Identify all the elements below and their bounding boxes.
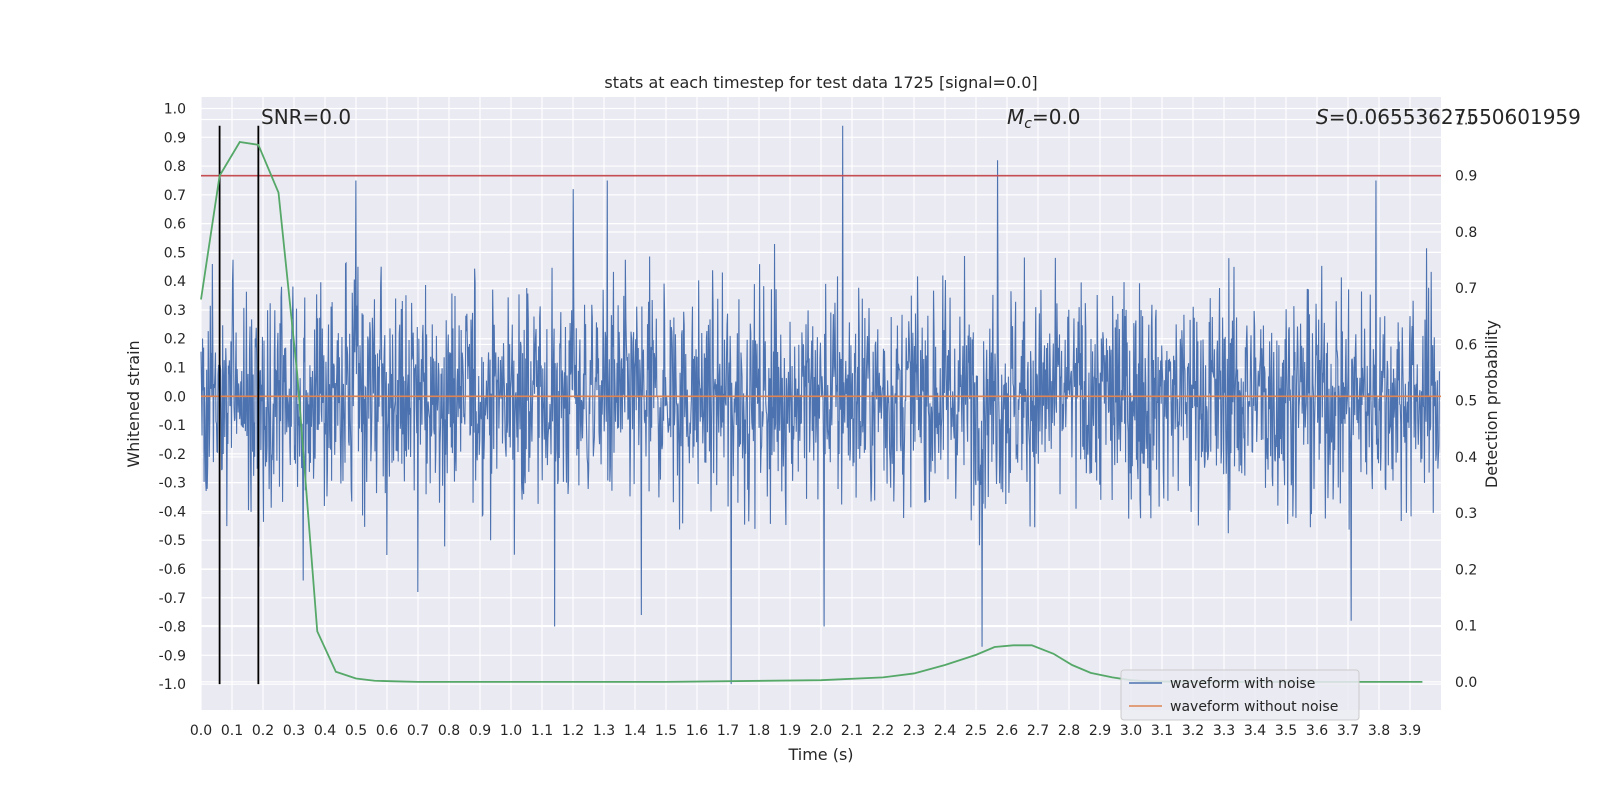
y2-tick-label-0: 0.0 [1455,675,1477,691]
y2-tick-label-3: 0.3 [1455,506,1477,522]
x-tick-label-9: 0.9 [469,723,491,739]
x-tick-label-5: 0.5 [345,723,367,739]
x-tick-label-29: 2.9 [1089,723,1111,739]
y-tick-label-15: -0.5 [159,533,186,549]
probability-series [200,141,1423,683]
y2-tick-label-10: 1.0 [1455,112,1477,128]
y-tick-label-9: 0.1 [164,361,186,377]
x-tick-label-4: 0.4 [314,723,336,739]
overlay-lines [201,125,1441,685]
x-tick-label-14: 1.4 [624,723,646,739]
y-tick-label-0: 1.0 [164,102,186,118]
legend-box [1120,669,1360,721]
x-tick-label-18: 1.8 [748,723,770,739]
chart-title: stats at each timestep for test data 172… [604,73,1037,92]
x-tick-label-6: 0.6 [376,723,398,739]
x-tick-label-24: 2.4 [934,723,956,739]
y-tick-label-7: 0.3 [164,303,186,319]
x-tick-label-20: 2.0 [810,723,832,739]
x-tick-label-16: 1.6 [686,723,708,739]
y2-tick-label-2: 0.2 [1455,562,1477,578]
y-tick-label-5: 0.5 [164,245,186,261]
x-axis-label: Time (s) [787,745,853,764]
y-axis-label: Whitened strain [124,340,143,467]
x-tick-label-1: 0.1 [221,723,243,739]
x-tick-label-15: 1.5 [655,723,677,739]
y-tick-label-17: -0.7 [159,591,186,607]
x-tick-label-34: 3.4 [1244,723,1266,739]
y-tick-label-10: 0.0 [164,389,186,405]
annotation-snr: SNR=0.0 [261,105,351,129]
x-tick-label-38: 3.8 [1368,723,1390,739]
y2-tick-label-1: 0.1 [1455,619,1477,635]
x-tick-label-37: 3.7 [1337,723,1359,739]
x-tick-label-23: 2.3 [903,723,925,739]
x-tick-label-39: 3.9 [1399,723,1421,739]
x-tick-label-2: 0.2 [252,723,274,739]
annotation-s: S=0.06553627550601959 [1316,105,1581,129]
y-tick-label-1: 0.9 [164,130,186,146]
y2-tick-label-5: 0.5 [1455,394,1477,410]
y-tick-label-14: -0.4 [159,504,186,520]
legend-label-noise: waveform with noise [1170,676,1315,692]
x-tick-label-35: 3.5 [1275,723,1297,739]
x-tick-label-26: 2.6 [996,723,1018,739]
x-tick-label-17: 1.7 [717,723,739,739]
y2-tick-label-7: 0.7 [1455,281,1477,297]
ticks: 0.0 0.1 0.2 0.3 0.4 0.5 0.6 0.7 0.8 0.9 1.0 1.1 1.2 1… [159,102,1478,739]
y-tick-label-6: 0.4 [164,274,186,290]
x-tick-label-32: 3.2 [1182,723,1204,739]
y-tick-label-11: -0.1 [159,418,186,434]
y2-tick-label-4: 0.4 [1455,450,1477,466]
x-tick-label-11: 1.1 [531,723,553,739]
y2-tick-label-6: 0.6 [1455,337,1477,353]
y-tick-label-3: 0.7 [164,188,186,204]
x-tick-label-8: 0.8 [438,723,460,739]
x-tick-label-12: 1.2 [562,723,584,739]
annotation-mc: Mc=0.0 [1007,105,1081,132]
x-tick-label-33: 3.3 [1213,723,1235,739]
y-tick-label-16: -0.6 [159,562,186,578]
x-tick-label-27: 2.7 [1027,723,1049,739]
x-tick-label-30: 3.0 [1120,723,1142,739]
probability-line [200,141,1423,683]
x-tick-label-31: 3.1 [1151,723,1173,739]
y2-axis-label: Detection probability [1482,320,1501,488]
x-tick-label-36: 3.6 [1306,723,1328,739]
y-tick-label-12: -0.2 [159,447,186,463]
x-tick-label-25: 2.5 [965,723,987,739]
legend: waveform with noise waveform without noi… [1120,669,1360,721]
y2-tick-label-8: 0.8 [1455,225,1477,241]
y-tick-label-20: -1.0 [159,677,186,693]
x-tick-label-3: 0.3 [283,723,305,739]
x-tick-label-7: 0.7 [407,723,429,739]
x-tick-label-19: 1.9 [779,723,801,739]
x-tick-label-0: 0.0 [190,723,212,739]
x-tick-label-21: 2.1 [841,723,863,739]
x-tick-label-13: 1.3 [593,723,615,739]
y-tick-label-18: -0.8 [159,620,186,636]
legend-label-clean: waveform without noise [1170,699,1338,715]
x-tick-label-10: 1.0 [500,723,522,739]
y-tick-label-2: 0.8 [164,159,186,175]
y-tick-label-13: -0.3 [159,476,186,492]
y-tick-label-4: 0.6 [164,217,186,233]
x-tick-label-22: 2.2 [872,723,894,739]
y-tick-label-19: -0.9 [159,648,186,664]
x-tick-label-28: 2.8 [1058,723,1080,739]
y-tick-label-8: 0.2 [164,332,186,348]
y2-tick-label-9: 0.9 [1455,169,1477,185]
